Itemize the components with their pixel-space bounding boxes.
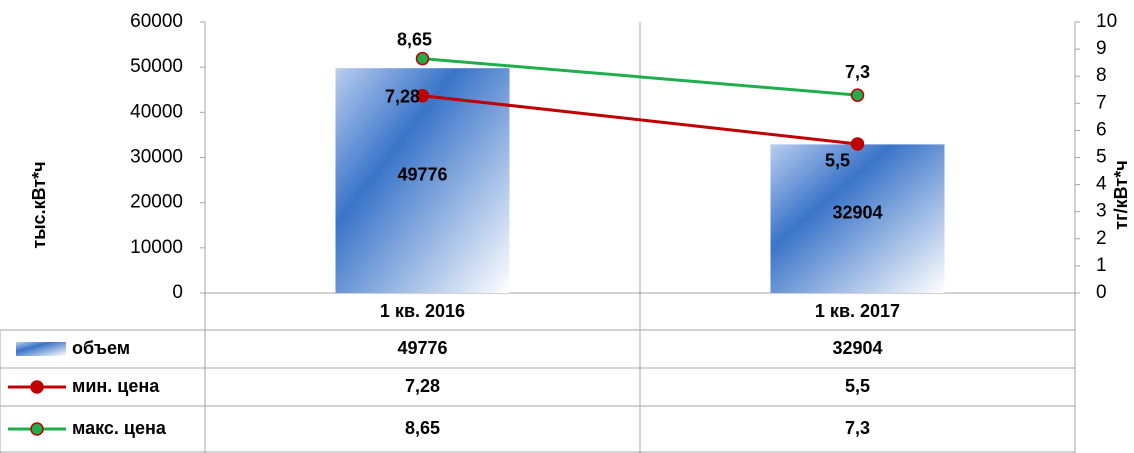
line-value-label: 8,65 xyxy=(397,29,432,49)
y2-tick-label: 1 xyxy=(1096,255,1107,276)
line xyxy=(422,94,858,146)
bar-value-label: 49776 xyxy=(397,164,447,184)
y-tick-label: 10000 xyxy=(130,237,183,258)
legend-label: макс. цена xyxy=(72,418,167,438)
y2-tick-label: 6 xyxy=(1096,119,1107,140)
y-tick-label: 40000 xyxy=(130,101,183,122)
y-tick-label: 20000 xyxy=(130,192,183,213)
line-value-label: 7,28 xyxy=(385,86,420,106)
bar xyxy=(335,68,510,293)
x-tick-label: 1 кв. 2016 xyxy=(380,301,465,321)
bar xyxy=(770,144,945,293)
line-marker xyxy=(415,51,430,66)
y2-tick-label: 10 xyxy=(1096,11,1117,32)
legend-label: объем xyxy=(72,338,130,358)
y2-axis-label: тг/кВт*ч xyxy=(1111,160,1131,229)
y2-tick-label: 8 xyxy=(1096,65,1107,86)
y2-tick-label: 2 xyxy=(1096,228,1107,249)
y2-tick-label: 4 xyxy=(1096,174,1107,195)
table-cell: 7,3 xyxy=(845,418,870,438)
line xyxy=(422,57,858,97)
legend-key xyxy=(30,422,44,436)
legend-key xyxy=(30,380,44,394)
table-cell: 7,28 xyxy=(405,376,440,396)
line-value-label: 5,5 xyxy=(825,151,850,171)
line-marker xyxy=(850,137,865,151)
y-tick-label: 30000 xyxy=(130,147,183,168)
y-axis-label: тыс.кВт*ч xyxy=(29,161,49,248)
table-cell: 8,65 xyxy=(405,418,440,438)
y2-tick-label: 9 xyxy=(1096,38,1107,59)
y-tick-label: 60000 xyxy=(130,11,183,32)
line-value-label: 7,3 xyxy=(845,62,870,82)
line-marker xyxy=(850,88,865,102)
table-cell: 5,5 xyxy=(845,376,870,396)
y-tick-label: 50000 xyxy=(130,56,183,77)
y-tick-label: 0 xyxy=(172,282,183,303)
y2-tick-label: 7 xyxy=(1096,92,1107,113)
table-cell: 32904 xyxy=(832,338,882,358)
y2-tick-label: 0 xyxy=(1096,282,1107,303)
y2-tick-label: 5 xyxy=(1096,147,1107,168)
y2-tick-label: 3 xyxy=(1096,201,1107,222)
legend-key xyxy=(16,342,66,356)
x-tick-label: 1 кв. 2017 xyxy=(815,301,900,321)
legend-label: мин. цена xyxy=(72,376,160,396)
table-cell: 49776 xyxy=(397,338,447,358)
line-marker xyxy=(415,88,430,103)
bar-value-label: 32904 xyxy=(832,202,882,222)
